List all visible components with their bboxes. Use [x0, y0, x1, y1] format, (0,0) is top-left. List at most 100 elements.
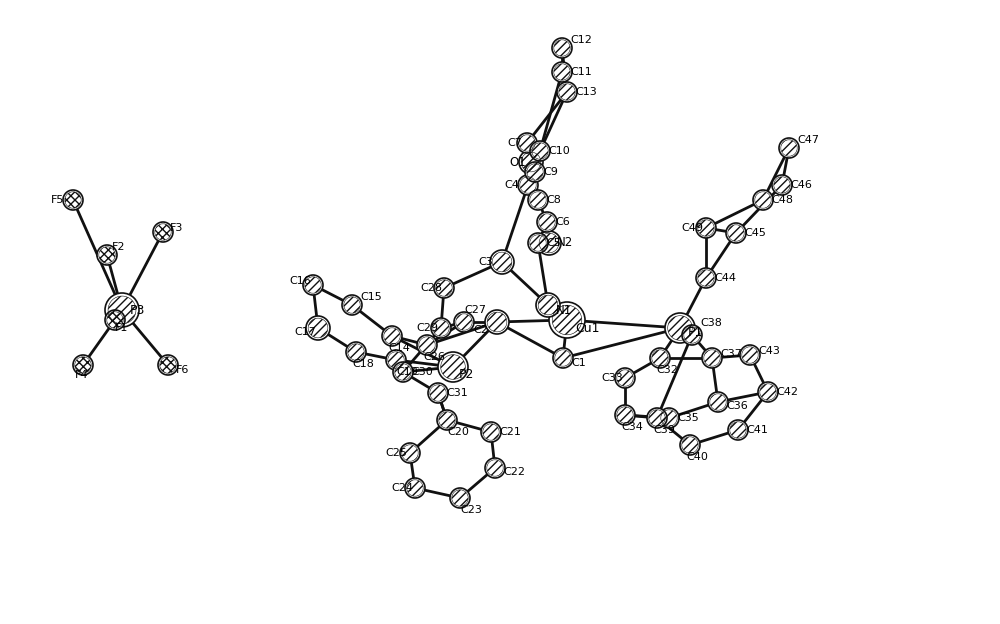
- Ellipse shape: [665, 313, 695, 343]
- Text: C29: C29: [416, 323, 438, 333]
- Text: C4: C4: [504, 180, 519, 190]
- Text: C1: C1: [571, 358, 586, 368]
- Text: C5: C5: [546, 238, 561, 248]
- Text: C6: C6: [555, 217, 570, 227]
- Text: C19: C19: [396, 367, 418, 377]
- Ellipse shape: [105, 310, 125, 330]
- Text: C24: C24: [391, 483, 413, 493]
- Text: F5: F5: [51, 195, 64, 205]
- Text: N2: N2: [557, 236, 573, 250]
- Ellipse shape: [438, 352, 468, 382]
- Ellipse shape: [342, 295, 362, 315]
- Ellipse shape: [530, 141, 550, 161]
- Text: C39: C39: [653, 425, 675, 435]
- Text: C15: C15: [360, 292, 382, 302]
- Ellipse shape: [740, 345, 760, 365]
- Ellipse shape: [537, 212, 557, 232]
- Text: Cu1: Cu1: [575, 321, 600, 334]
- Ellipse shape: [437, 410, 457, 430]
- Text: C44: C44: [714, 273, 736, 283]
- Text: C37: C37: [720, 349, 742, 359]
- Text: C48: C48: [771, 195, 793, 205]
- Ellipse shape: [517, 133, 537, 153]
- Ellipse shape: [485, 310, 509, 334]
- Ellipse shape: [490, 250, 514, 274]
- Ellipse shape: [518, 175, 538, 195]
- Ellipse shape: [73, 355, 93, 375]
- Ellipse shape: [434, 278, 454, 298]
- Text: C12: C12: [570, 35, 592, 45]
- Ellipse shape: [346, 342, 366, 362]
- Ellipse shape: [536, 293, 560, 317]
- Text: C7: C7: [507, 138, 522, 148]
- Ellipse shape: [386, 350, 406, 370]
- Ellipse shape: [400, 443, 420, 463]
- Ellipse shape: [528, 190, 548, 210]
- Ellipse shape: [779, 138, 799, 158]
- Text: C14: C14: [388, 343, 410, 353]
- Ellipse shape: [726, 223, 746, 243]
- Text: O1: O1: [509, 155, 526, 168]
- Ellipse shape: [659, 408, 679, 428]
- Text: C40: C40: [686, 452, 708, 462]
- Text: C43: C43: [758, 346, 780, 356]
- Ellipse shape: [431, 318, 451, 338]
- Text: P2: P2: [459, 369, 474, 381]
- Text: C45: C45: [744, 228, 766, 238]
- Text: C41: C41: [746, 425, 768, 435]
- Ellipse shape: [772, 175, 792, 195]
- Ellipse shape: [708, 392, 728, 412]
- Text: C47: C47: [797, 135, 819, 145]
- Text: C30: C30: [411, 367, 433, 377]
- Ellipse shape: [525, 162, 545, 182]
- Ellipse shape: [702, 348, 722, 368]
- Ellipse shape: [97, 245, 117, 265]
- Ellipse shape: [481, 422, 501, 442]
- Ellipse shape: [158, 355, 178, 375]
- Ellipse shape: [450, 488, 470, 508]
- Text: C35: C35: [677, 413, 699, 423]
- Ellipse shape: [485, 458, 505, 478]
- Text: F4: F4: [75, 370, 88, 380]
- Text: C16: C16: [289, 276, 311, 286]
- Text: C36: C36: [726, 401, 748, 411]
- Ellipse shape: [696, 218, 716, 238]
- Ellipse shape: [306, 316, 330, 340]
- Ellipse shape: [647, 408, 667, 428]
- Ellipse shape: [63, 190, 83, 210]
- Ellipse shape: [454, 312, 474, 332]
- Text: C10: C10: [548, 146, 570, 156]
- Ellipse shape: [537, 231, 561, 255]
- Ellipse shape: [528, 233, 548, 253]
- Ellipse shape: [393, 362, 413, 382]
- Ellipse shape: [552, 62, 572, 82]
- Ellipse shape: [650, 348, 670, 368]
- Text: C33: C33: [601, 373, 623, 383]
- Ellipse shape: [382, 326, 402, 346]
- Text: C31: C31: [446, 388, 468, 398]
- Ellipse shape: [153, 222, 173, 242]
- Text: P1: P1: [688, 326, 703, 339]
- Text: C21: C21: [499, 427, 521, 437]
- Ellipse shape: [758, 382, 778, 402]
- Ellipse shape: [519, 150, 543, 174]
- Text: C8: C8: [546, 195, 561, 205]
- Ellipse shape: [615, 405, 635, 425]
- Ellipse shape: [682, 325, 702, 345]
- Text: C27: C27: [464, 305, 486, 315]
- Text: C25: C25: [385, 448, 407, 458]
- Text: C28: C28: [420, 283, 442, 293]
- Ellipse shape: [753, 190, 773, 210]
- Text: C32: C32: [656, 365, 678, 375]
- Ellipse shape: [615, 368, 635, 388]
- Text: C3: C3: [478, 257, 493, 267]
- Text: C20: C20: [447, 427, 469, 437]
- Ellipse shape: [405, 478, 425, 498]
- Text: C2: C2: [473, 325, 488, 335]
- Text: C23: C23: [460, 505, 482, 515]
- Text: C11: C11: [570, 67, 592, 77]
- Text: C49: C49: [681, 223, 703, 233]
- Text: F6: F6: [176, 365, 189, 375]
- Text: C34: C34: [621, 422, 643, 432]
- Ellipse shape: [428, 383, 448, 403]
